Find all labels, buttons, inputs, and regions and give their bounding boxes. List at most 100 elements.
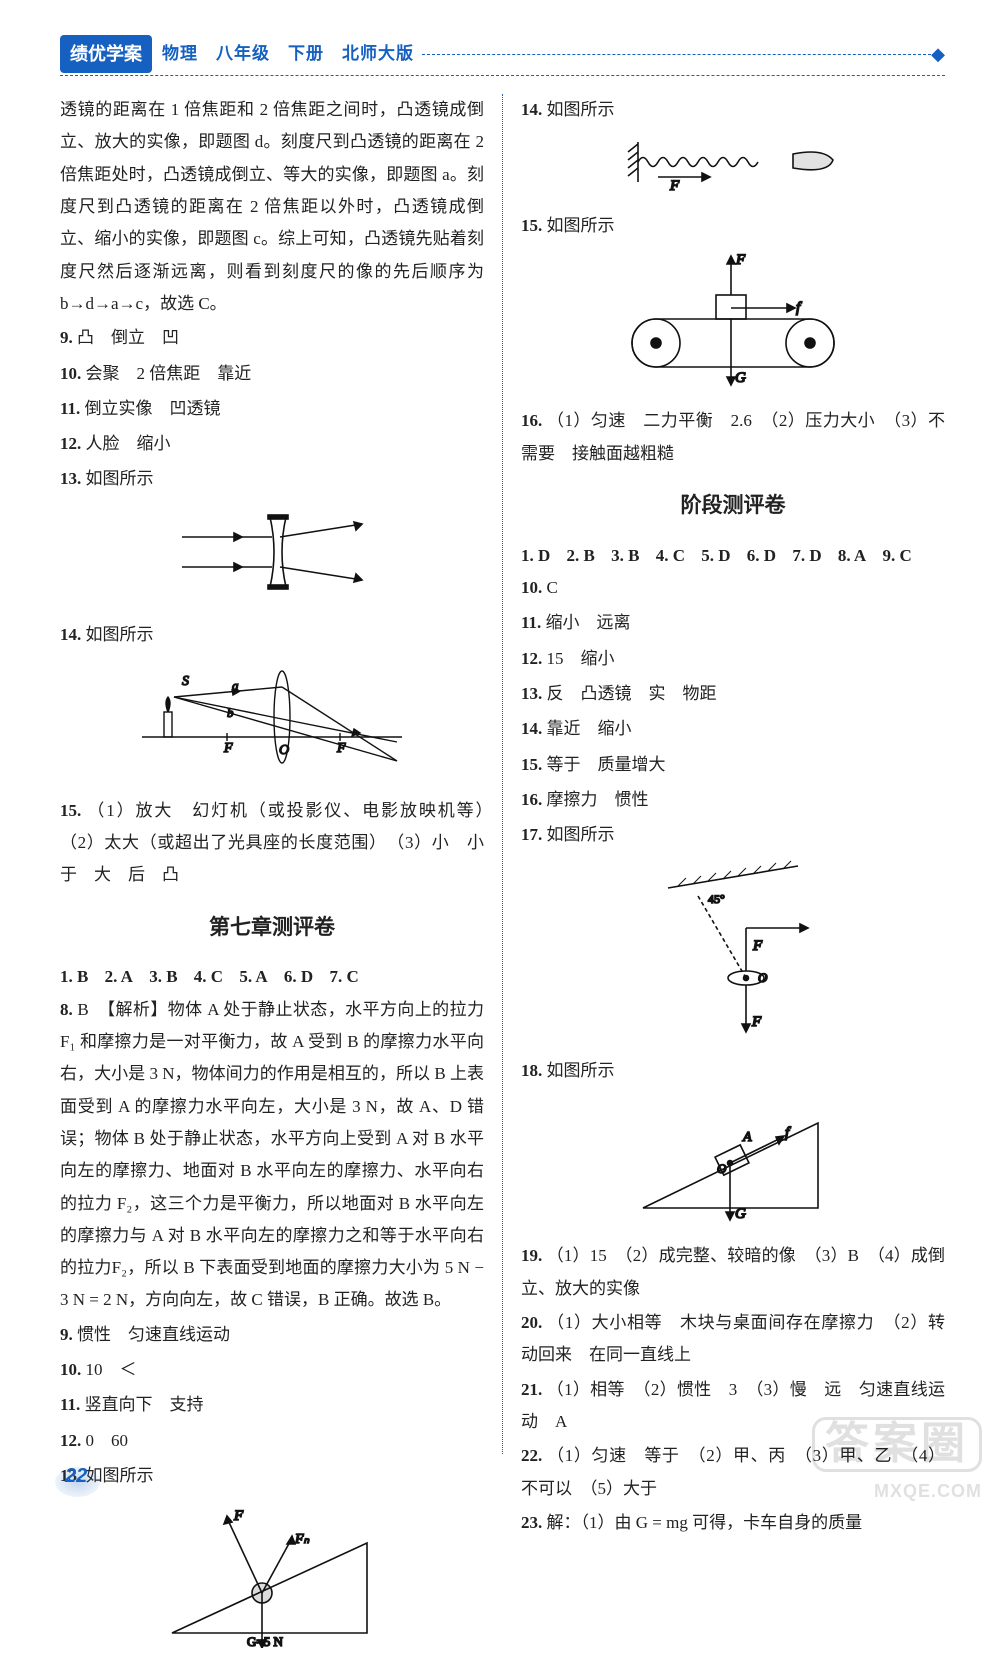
svg-text:f: f: [785, 1125, 791, 1141]
c-ans-19: 19. （1）15 （2）成完整、较暗的像 （3）B （4）成倒立、放大的实像: [521, 1240, 945, 1305]
svg-text:F: F: [669, 178, 680, 192]
page-number: 22: [65, 1457, 87, 1495]
c-text-16: 摩擦力 惯性: [547, 790, 649, 809]
ch7-mc-row: 1. B 2. A 3. B 4. C 5. A 6. D 7. C: [60, 961, 484, 993]
c-label-18: 18.: [521, 1061, 542, 1080]
page-header: 绩优学案 物理 八年级 下册 北师大版 ◆: [60, 35, 945, 76]
svg-text:F: F: [233, 1508, 244, 1524]
svg-text:A: A: [742, 1130, 752, 1145]
b-ans-12: 12. 0 60: [60, 1425, 484, 1457]
fig-13-diverging-lens: [60, 502, 484, 613]
c-label-14: 14.: [521, 719, 542, 738]
b-text-10: 10 ＜: [86, 1360, 137, 1379]
smc-10: 10. C: [521, 572, 945, 604]
stage-test-title: 阶段测评卷: [521, 486, 945, 526]
c-label-19: 19.: [521, 1246, 542, 1265]
svg-text:G=5 N: G=5 N: [247, 1634, 283, 1648]
c-ans-16: 16. 摩擦力 惯性: [521, 784, 945, 816]
fig-17-pulley: 45° O F F: [521, 858, 945, 1049]
label-9: 9.: [60, 328, 73, 347]
svg-text:S: S: [182, 674, 189, 689]
c-text-15: 等于 质量增大: [547, 755, 666, 774]
ans-11: 11. 倒立实像 凹透镜: [60, 393, 484, 425]
svg-text:F: F: [751, 1014, 762, 1030]
smc-2: 2. B: [567, 546, 595, 565]
b-label-11: 11.: [60, 1395, 80, 1414]
q8-ans: B: [77, 1000, 88, 1019]
c-text-23: 解：（1）由 G = mg 可得，卡车自身的质量: [547, 1513, 863, 1532]
r-ans-16: 16. （1）匀速 二力平衡 2.6 （2）压力大小 （3）不需要 接触面越粗糙: [521, 405, 945, 470]
smc-1: 1. D: [521, 546, 550, 565]
mc-3: 3. B: [149, 967, 177, 986]
fig-14-lens-ray: F F O S a b: [60, 657, 484, 788]
c-text-13: 反 凸透镜 实 物距: [547, 684, 717, 703]
b-ans-10: 10. 10 ＜: [60, 1354, 484, 1386]
c-text-19: （1）15 （2）成完整、较暗的像 （3）B （4）成倒立、放大的实像: [521, 1246, 945, 1297]
c-text-18: 如图所示: [547, 1061, 615, 1080]
b-text-12: 0 60: [86, 1431, 129, 1450]
ans-10: 10. 会聚 2 倍焦距 靠近: [60, 358, 484, 390]
b-label-9: 9.: [60, 1325, 73, 1344]
c-label-23: 23.: [521, 1513, 542, 1532]
watermark: 答案圈 MXQE.COM: [812, 1417, 982, 1508]
chapter7-title: 第七章测评卷: [60, 908, 484, 948]
column-divider: [502, 94, 503, 1454]
smc-5: 5. D: [701, 546, 730, 565]
svg-text:f: f: [796, 300, 802, 316]
ans-14: 14. 如图所示: [60, 619, 484, 651]
svg-text:O: O: [279, 743, 289, 758]
c-ans-11: 11. 缩小 远离: [521, 607, 945, 639]
r-ans-15: 15. 如图所示: [521, 210, 945, 242]
fig-18-incline: A O f G: [521, 1093, 945, 1234]
c-label-15: 15.: [521, 755, 542, 774]
b-ans-11: 11. 竖直向下 支持: [60, 1389, 484, 1421]
text-14: 如图所示: [86, 625, 154, 644]
watermark-url: MXQE.COM: [812, 1474, 982, 1508]
svg-text:F: F: [752, 938, 763, 954]
label-13: 13.: [60, 469, 81, 488]
left-column: 透镜的距离在 1 倍焦距和 2 倍焦距之间时，凸透镜成倒立、放大的实像，即题图 …: [60, 94, 484, 1454]
right-column: 14. 如图所示 F 15. 如: [521, 94, 945, 1454]
c-ans-13: 13. 反 凸透镜 实 物距: [521, 678, 945, 710]
label-15: 15.: [60, 801, 81, 820]
mc-4: 4. C: [194, 967, 223, 986]
smc-9: 9. C: [882, 546, 911, 565]
smc-3: 3. B: [611, 546, 639, 565]
svg-text:O: O: [717, 1161, 727, 1176]
r-label-16: 16.: [521, 411, 542, 430]
c-label-17: 17.: [521, 825, 542, 844]
c-label-11: 11.: [521, 613, 541, 632]
ans-15: 15. （1）放大 幻灯机（或投影仪、电影放映机等） （2）太大（或超出了光具座…: [60, 795, 484, 892]
c-label-20: 20.: [521, 1313, 542, 1332]
columns: 透镜的距离在 1 倍焦距和 2 倍焦距之间时，凸透镜成倒立、放大的实像，即题图 …: [60, 94, 945, 1454]
c-label-21: 21.: [521, 1380, 542, 1399]
header-dot: ◆: [931, 37, 945, 71]
svg-text:F: F: [735, 252, 746, 268]
svg-text:G: G: [735, 370, 746, 386]
b-text-9: 惯性 匀速直线运动: [77, 1325, 230, 1344]
q8-expl: 【解析】物体 A 处于静止状态，水平方向上的拉力 F₁ 和摩擦力是一对平衡力，故…: [60, 1000, 484, 1310]
q8-label: 8.: [60, 1000, 73, 1019]
label-12: 12.: [60, 434, 81, 453]
c-ans-20: 20. （1）大小相等 木块与桌面间存在摩擦力 （2）转动回来 在同一直线上: [521, 1307, 945, 1372]
smc-7: 7. D: [792, 546, 821, 565]
ans-9: 9. 凸 倒立 凹: [60, 322, 484, 354]
svg-text:G: G: [735, 1206, 746, 1222]
label-14: 14.: [60, 625, 81, 644]
c-label-12: 12.: [521, 649, 542, 668]
ans-13: 13. 如图所示: [60, 463, 484, 495]
svg-text:O: O: [758, 970, 768, 985]
r-ans-14: 14. 如图所示: [521, 94, 945, 126]
mc-7: 7. C: [329, 967, 358, 986]
header-title: 物理 八年级 下册 北师大版: [162, 38, 414, 70]
intro-paragraph: 透镜的距离在 1 倍焦距和 2 倍焦距之间时，凸透镜成倒立、放大的实像，即题图 …: [60, 94, 484, 320]
text-15: （1）放大 幻灯机（或投影仪、电影放映机等） （2）太大（或超出了光具座的长度范…: [60, 801, 501, 885]
watermark-chars: 答案圈: [812, 1417, 982, 1471]
smc-4: 4. C: [656, 546, 685, 565]
r-label-14: 14.: [521, 100, 542, 119]
stage-mc-row: 1. D 2. B 3. B 4. C 5. D 6. D 7. D 8. A …: [521, 540, 945, 572]
b-text-11: 竖直向下 支持: [85, 1395, 204, 1414]
smc-8: 8. A: [838, 546, 866, 565]
q8: 8. B 【解析】物体 A 处于静止状态，水平方向上的拉力 F₁ 和摩擦力是一对…: [60, 994, 484, 1317]
label-11: 11.: [60, 399, 80, 418]
